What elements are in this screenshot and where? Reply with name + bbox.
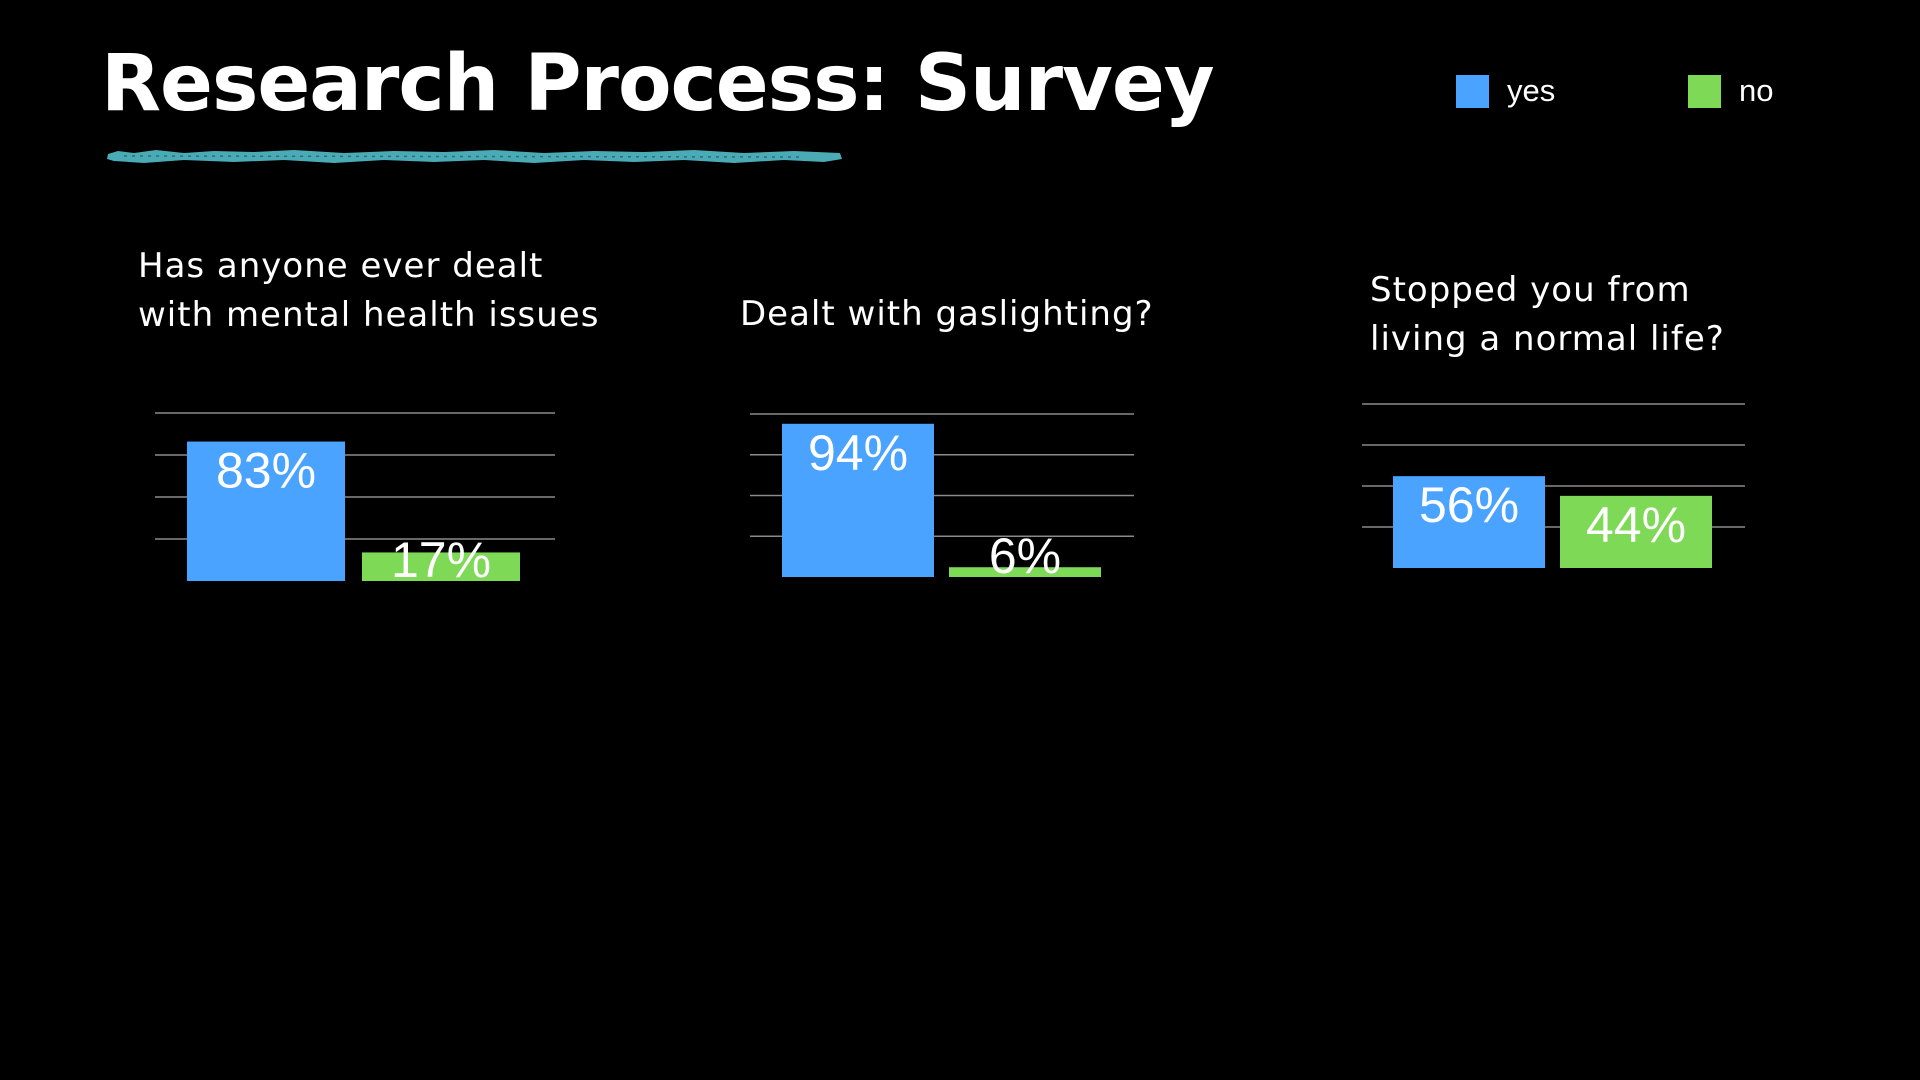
data-label-yes: 94% <box>808 425 908 481</box>
chart-mental-health: 83% 17% <box>155 412 555 588</box>
legend-label-yes: yes <box>1507 73 1556 108</box>
bar-no <box>949 567 1101 577</box>
legend-swatch-no <box>1688 74 1721 108</box>
chart-3-title-line-2: living a normal life? <box>1370 319 1725 359</box>
bar-no <box>362 552 520 581</box>
chart-1-title: Has anyone ever dealt with mental health… <box>138 242 599 340</box>
data-label-no: 6% <box>989 528 1061 584</box>
chart-1-title-line-2: with mental health issues <box>138 295 600 335</box>
data-label-no: 44% <box>1586 497 1686 553</box>
bar-yes <box>187 441 345 581</box>
legend-label-no: no <box>1739 73 1774 108</box>
chart-3-title: Stopped you from living a normal life? <box>1370 266 1725 364</box>
chart-3-title-line-1: Stopped you from <box>1370 270 1691 310</box>
data-label-no: 17% <box>391 532 491 588</box>
bar-yes <box>1393 476 1545 568</box>
chart-1-title-line-1: Has anyone ever dealt <box>138 246 544 286</box>
title-underline <box>107 150 842 163</box>
page-title: Research Process: Survey <box>101 39 1215 129</box>
data-label-yes: 83% <box>216 443 316 499</box>
legend-swatch-yes <box>1456 74 1489 108</box>
data-label-yes: 56% <box>1419 477 1519 533</box>
bar-yes <box>782 423 934 577</box>
legend-item-yes: yes <box>1456 73 1556 108</box>
chart-normal-life: 56% 44% <box>1362 403 1745 568</box>
legend-item-no: no <box>1688 73 1774 108</box>
chart-2-title: Dealt with gaslighting? <box>740 290 1154 339</box>
chart-2-title-line-1: Dealt with gaslighting? <box>740 294 1154 334</box>
chart-gaslighting: 94% 6% <box>750 413 1134 584</box>
bar-no <box>1560 495 1712 568</box>
